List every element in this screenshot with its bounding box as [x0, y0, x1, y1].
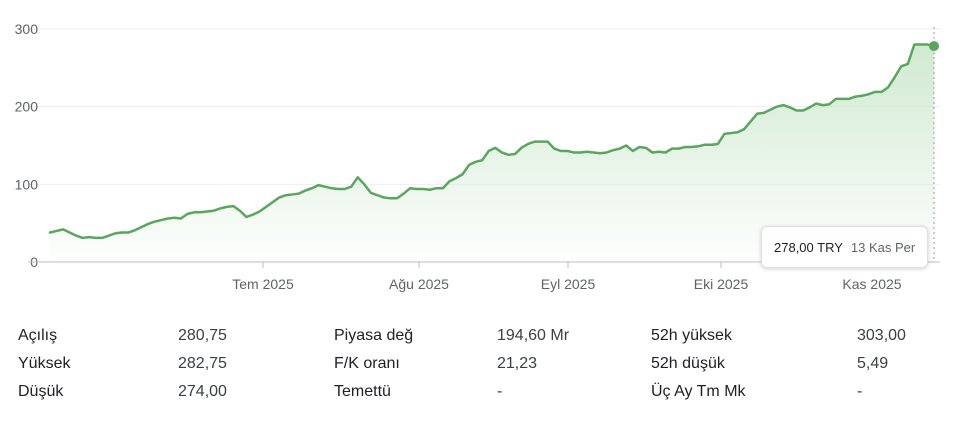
stats-table: Açılış 280,75 Piyasa değ 194,60 Mr 52h y… [0, 322, 960, 422]
stats-row: Yüksek 282,75 F/K oranı 21,23 52h düşük … [0, 350, 960, 378]
y-tick-label: 200 [15, 99, 39, 115]
price-chart[interactable]: 0 100 200 300 Tem 2025 Ağu 2025 Eyl 2025 Eki 2… [0, 0, 960, 300]
stat-value-quarterly-div: - [857, 383, 863, 400]
price-line [48, 43, 936, 240]
stat-label-open: Açılış [18, 327, 58, 344]
tooltip-date: 13 Kas Per [850, 239, 916, 255]
y-tick-label: 300 [15, 21, 39, 37]
stat-label-52w-low: 52h düşük [651, 355, 725, 372]
stat-value-pe-ratio: 21,23 [497, 355, 538, 372]
stats-row: Açılış 280,75 Piyasa değ 194,60 Mr 52h y… [0, 322, 960, 350]
x-tick-label: Tem 2025 [232, 276, 294, 292]
price-tooltip: 278,00 TRY 13 Kas Per [761, 226, 929, 268]
stat-value-high: 282,75 [178, 355, 227, 372]
stat-label-market-cap: Piyasa değ [334, 327, 414, 344]
stat-value-market-cap: 194,60 Mr [497, 327, 570, 344]
stat-value-52w-high: 303,00 [857, 327, 906, 344]
stat-value-dividend: - [497, 383, 503, 400]
stat-value-52w-low: 5,49 [857, 355, 889, 372]
stat-label-low: Düşük [18, 383, 64, 400]
stat-label-52w-high: 52h yüksek [651, 327, 732, 344]
tooltip-price: 278,00 TRY [774, 239, 843, 255]
x-tick-label: Ağu 2025 [389, 276, 449, 292]
stat-label-quarterly-div: Üç Ay Tm Mk [651, 383, 746, 400]
x-tick-label: Eki 2025 [694, 276, 749, 292]
stat-value-open: 280,75 [178, 327, 227, 344]
stat-label-dividend: Temettü [334, 383, 391, 400]
x-tick-label: Kas 2025 [842, 276, 901, 292]
stat-value-low: 274,00 [178, 383, 227, 400]
stat-label-high: Yüksek [18, 355, 71, 372]
last-price-point[interactable] [929, 41, 939, 52]
x-tick-label: Eyl 2025 [541, 276, 596, 292]
y-tick-label: 100 [15, 176, 39, 192]
stat-label-pe-ratio: F/K oranı [334, 355, 400, 372]
stats-row: Düşük 274,00 Temettü - Üç Ay Tm Mk - [0, 378, 960, 406]
price-area [50, 44, 934, 262]
